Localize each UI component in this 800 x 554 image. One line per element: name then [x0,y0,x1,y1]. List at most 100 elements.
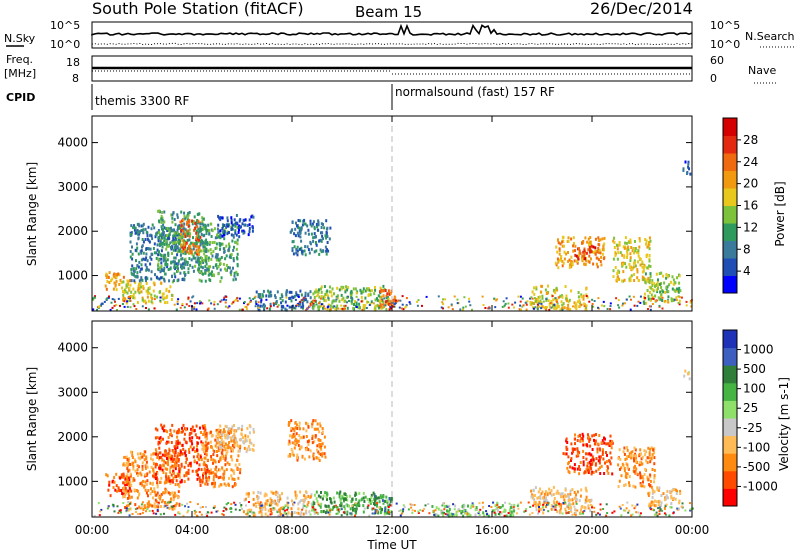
echo-cell [225,468,228,472]
echo-cell [376,502,378,505]
echo-cell [140,258,143,262]
echo-cell [113,480,116,484]
echo-cell [576,449,579,453]
echo-cell [240,505,243,508]
echo-cell [196,444,198,448]
echo-cell [337,509,340,513]
echo-cell [151,237,154,241]
echo-cell [198,458,201,462]
echo-cell [235,438,237,442]
echo-cell [449,514,452,517]
echo-cell [462,507,465,510]
echo-cell [622,279,625,283]
echo-cell [635,511,638,514]
echo-region-5 [217,424,255,454]
echo-cell [562,261,565,265]
echo-cell [180,210,183,214]
echo-cell [310,232,313,236]
echo-cell [586,295,589,299]
echo-cell [225,503,228,506]
echo-cell [145,282,148,285]
echo-cell [311,421,314,425]
echo-cell [291,247,294,251]
echo-cell [395,502,398,505]
echo-cell [141,501,144,504]
echo-cell [155,251,158,255]
colorbar-tick-label: 16 [743,199,758,213]
echo-cell [217,460,220,464]
echo-cell [555,504,558,507]
echo-cell [389,304,392,307]
colorbar-swatch [723,170,737,189]
echo-cell [183,306,186,309]
echo-cell [314,434,317,438]
echo-cell [317,307,320,311]
echo-cell [136,471,138,475]
echo-cell [619,467,621,471]
echo-cell [160,281,163,285]
echo-cell [257,301,260,304]
echo-cell [219,424,222,428]
echo-cell [335,504,337,507]
echo-cell [591,504,594,508]
echo-cell [214,467,217,471]
echo-cell [316,500,319,503]
echo-cell [593,433,596,437]
echo-cell [164,256,167,260]
echo-cell [244,434,247,438]
echo-cell [346,288,349,292]
echo-cell [291,434,294,438]
echo-cell [217,258,220,262]
echo-cell [300,227,303,231]
echo-cell [340,504,343,508]
echo-cell [678,303,681,306]
echo-cell [686,172,688,175]
echo-cell [153,226,156,230]
echo-cell [541,296,544,300]
echo-cell [224,457,227,460]
echo-cell [167,463,170,467]
echo-cell [367,504,370,507]
echo-cell [533,297,536,300]
echo-cell [146,295,149,299]
echo-cell [176,435,179,439]
echo-cell [633,273,636,276]
echo-cell [125,301,128,305]
echo-cell [589,509,592,513]
echo-cell [183,432,186,436]
echo-cell [222,440,225,444]
echo-cell [354,491,357,495]
echo-cell [296,245,299,249]
echo-cell [325,252,328,256]
echo-cell [160,465,163,469]
echo-cell [254,300,257,304]
echo-cell [443,505,446,509]
echo-cell [152,469,155,473]
echo-cell [543,495,546,499]
echo-cell [279,497,282,501]
echo-cell [195,229,198,233]
echo-cell [219,229,222,233]
echo-cell [633,304,636,307]
echo-cell [649,239,652,243]
echo-cell [159,456,162,460]
echo-cell [589,240,592,244]
echo-cell [321,454,324,458]
echo-cell [168,479,171,483]
echo-cell [136,473,139,477]
echo-cell [413,504,416,506]
echo-cell [528,513,531,516]
echo-cell [185,473,188,477]
echo-cell [216,266,219,270]
echo-cell [185,303,188,306]
echo-cell [582,434,585,438]
echo-cell [264,492,267,496]
echo-cell [285,293,288,297]
echo-cell [275,490,278,494]
echo-cell [254,514,257,518]
echo-cell [319,248,322,252]
echo-cell [214,473,217,477]
echo-cell [268,307,271,311]
echo-cell [309,495,312,499]
echo-cell [351,497,354,501]
